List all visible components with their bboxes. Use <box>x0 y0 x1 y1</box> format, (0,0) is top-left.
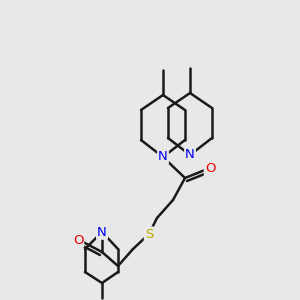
Text: N: N <box>185 148 195 161</box>
Text: S: S <box>145 227 153 241</box>
Text: O: O <box>205 163 215 176</box>
Text: N: N <box>158 151 168 164</box>
Text: O: O <box>73 233 83 247</box>
Text: N: N <box>97 226 107 238</box>
Text: N: N <box>97 226 107 238</box>
